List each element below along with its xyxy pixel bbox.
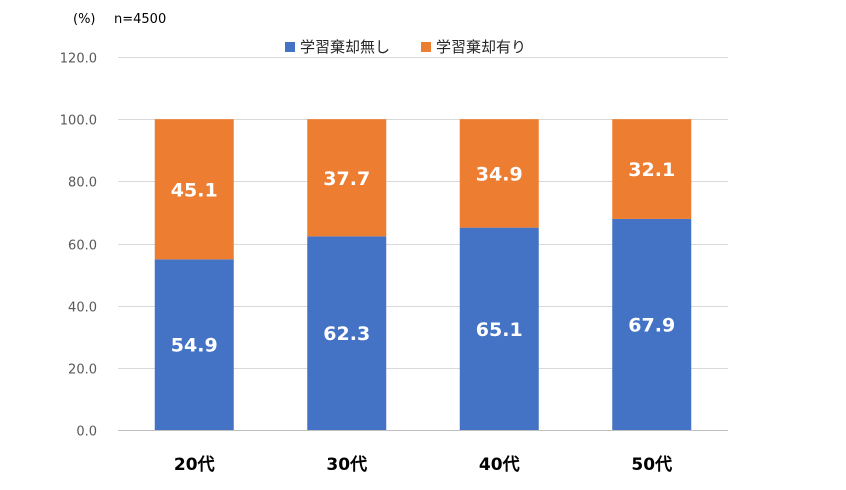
x-category-label: 20代 <box>174 454 215 475</box>
unit-label: (%) <box>73 12 96 27</box>
bars <box>154 119 692 430</box>
y-tick-label: 120.0 <box>60 52 97 67</box>
data-label: 54.9 <box>171 335 218 357</box>
data-label: 37.7 <box>323 168 370 190</box>
data-label: 32.1 <box>628 159 675 181</box>
y-tick-label: 60.0 <box>68 239 97 254</box>
bar-segment-unlearning <box>459 119 539 228</box>
data-labels: 54.9 45.1 62.3 37.7 65.1 34.9 67.9 32.1 <box>171 159 675 357</box>
bar-segment-no-unlearning <box>612 218 692 430</box>
legend-label-no-unlearning: 学習棄却無し <box>300 38 390 56</box>
bar-segment-no-unlearning <box>459 227 539 430</box>
y-tick-label: 20.0 <box>68 363 97 378</box>
data-label: 62.3 <box>323 323 370 345</box>
y-tick-label: 80.0 <box>68 176 97 191</box>
legend-swatch-unlearning <box>421 42 431 52</box>
x-category-label: 50代 <box>631 454 672 475</box>
y-tick-label: 100.0 <box>60 114 97 129</box>
data-label: 67.9 <box>628 314 675 336</box>
y-tick-label: 40.0 <box>68 301 97 316</box>
x-category-label: 40代 <box>479 454 520 475</box>
bar-segment-no-unlearning <box>307 236 387 430</box>
y-axis-ticks: 0.0 20.0 40.0 60.0 80.0 100.0 120.0 <box>60 52 97 440</box>
data-label: 45.1 <box>171 179 218 201</box>
bar-segment-unlearning <box>307 119 387 237</box>
bar-segment-no-unlearning <box>154 259 234 430</box>
bar-segment-unlearning <box>612 119 692 219</box>
sample-size-label: n=4500 <box>114 12 166 27</box>
data-label: 65.1 <box>476 319 523 341</box>
bar-segment-unlearning <box>154 119 234 260</box>
x-category-label: 30代 <box>326 454 367 475</box>
legend: 学習棄却無し 学習棄却有り <box>285 38 526 56</box>
legend-swatch-no-unlearning <box>285 42 295 52</box>
legend-label-unlearning: 学習棄却有り <box>436 38 526 56</box>
x-axis-categories: 20代 30代 40代 50代 <box>174 454 672 475</box>
data-label: 34.9 <box>476 163 523 185</box>
y-tick-label: 0.0 <box>76 425 97 440</box>
